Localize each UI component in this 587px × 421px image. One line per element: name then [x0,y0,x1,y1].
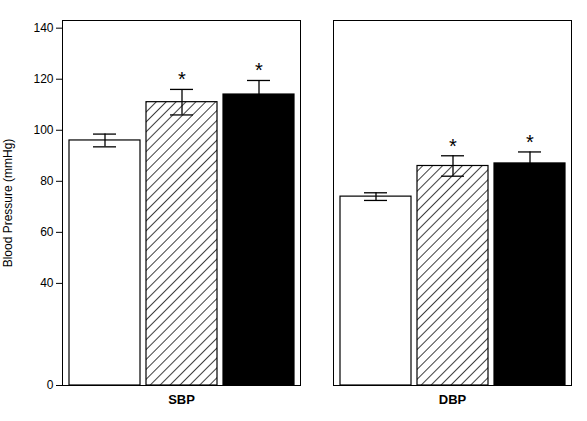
svg-text:Blood Pressure (mmHg): Blood Pressure (mmHg) [1,139,15,268]
svg-text:*: * [255,59,263,81]
svg-text:*: * [526,131,534,153]
svg-text:0: 0 [47,378,54,392]
svg-text:140: 140 [33,21,53,35]
svg-text:120: 120 [33,72,53,86]
svg-text:DBP: DBP [439,392,467,407]
svg-text:100: 100 [33,123,53,137]
svg-text:*: * [449,135,457,157]
svg-text:60: 60 [40,225,54,239]
svg-text:80: 80 [40,174,54,188]
svg-text:SBP: SBP [168,392,195,407]
svg-text:*: * [178,68,186,90]
svg-text:40: 40 [40,276,54,290]
